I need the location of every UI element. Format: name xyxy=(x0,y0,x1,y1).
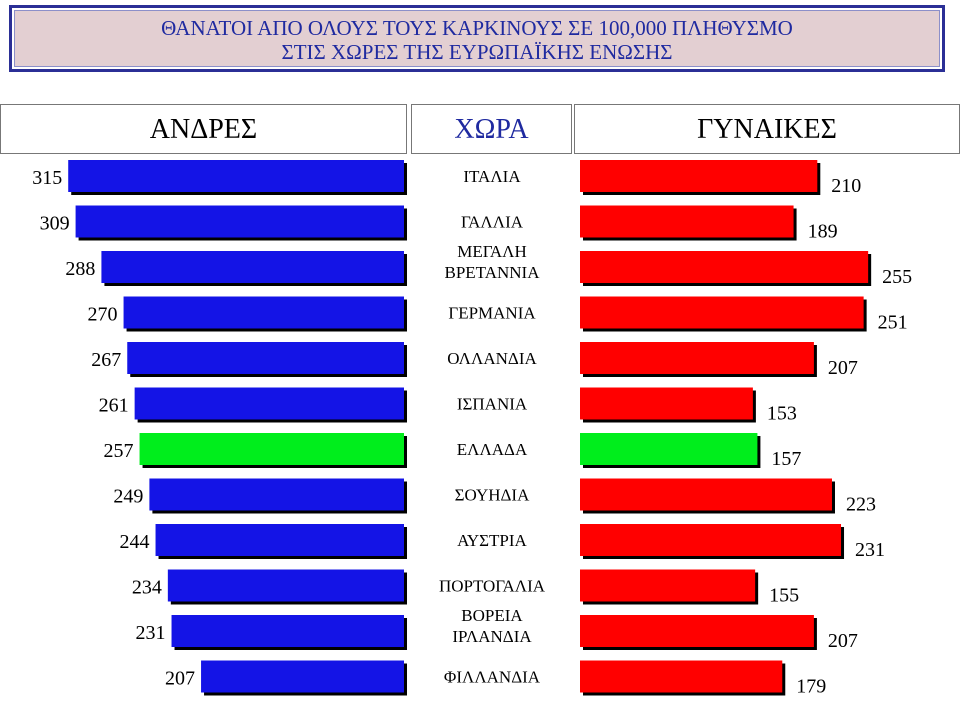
title-line-2: ΣΤΙΣ ΧΩΡΕΣ ΤΗΣ ΕΥΡΩΠΑΪΚΗΣ ΕΝΩΣΗΣ xyxy=(281,40,673,64)
women-value-label: 189 xyxy=(808,221,838,243)
women-bar xyxy=(580,524,842,556)
country-label: ΙΡΛΑΝΔΙΑ xyxy=(452,627,532,646)
men-value-label: 249 xyxy=(113,486,143,508)
country-label: ΓΑΛΛΙΑ xyxy=(461,213,524,232)
women-value-label: 153 xyxy=(767,403,797,425)
country-label: ΙΣΠΑΝΙΑ xyxy=(457,395,528,414)
country-label: ΒΡΕΤΑΝΝΙΑ xyxy=(445,263,541,282)
men-bar xyxy=(155,524,404,556)
country-label: ΠΟΡΤΟΓΑΛΙΑ xyxy=(439,577,546,596)
women-value-label: 251 xyxy=(878,312,908,334)
men-bar xyxy=(101,251,405,283)
men-bar xyxy=(167,569,404,602)
country-label: ΜΕΓΑΛΗ xyxy=(457,242,527,261)
men-value-label: 244 xyxy=(120,531,150,553)
country-label: ΙΤΑΛΙΑ xyxy=(463,167,521,186)
men-value-label: 288 xyxy=(65,258,95,280)
men-value-label: 257 xyxy=(104,440,134,462)
women-value-label: 255 xyxy=(882,266,912,288)
women-bar xyxy=(580,478,832,511)
country-label: ΓΕΡΜΑΝΙΑ xyxy=(448,304,536,323)
women-bar xyxy=(580,433,758,465)
men-value-label: 309 xyxy=(40,213,70,235)
women-value-label: 210 xyxy=(831,175,861,197)
men-value-label: 270 xyxy=(88,304,118,326)
women-bar xyxy=(580,615,814,647)
header-country: ΧΩΡΑ xyxy=(411,104,572,154)
women-bar xyxy=(580,160,818,192)
men-bar xyxy=(134,387,404,420)
women-bar xyxy=(580,342,814,374)
women-value-label: 207 xyxy=(828,630,858,652)
men-value-label: 261 xyxy=(99,395,129,417)
men-value-label: 315 xyxy=(32,167,62,189)
title-line-1: ΘΑΝΑΤΟΙ ΑΠΟ ΟΛΟΥΣ ΤΟΥΣ ΚΑΡΚΙΝΟΥΣ ΣΕ 100,… xyxy=(161,16,793,40)
men-bar xyxy=(201,660,404,693)
men-bar xyxy=(171,615,404,647)
men-bar xyxy=(149,478,404,511)
men-bar xyxy=(123,296,404,329)
women-bar xyxy=(580,660,783,693)
country-label: ΒΟΡΕΙΑ xyxy=(461,606,523,625)
men-bar xyxy=(68,160,405,192)
country-label: ΕΛΛΑΔΑ xyxy=(457,440,528,459)
country-label: ΣΟΥΗΔΙΑ xyxy=(455,486,530,505)
men-value-label: 207 xyxy=(165,668,195,690)
women-value-label: 155 xyxy=(769,585,799,607)
women-value-label: 223 xyxy=(846,494,876,516)
men-bar xyxy=(139,433,405,465)
men-bar xyxy=(75,205,404,238)
women-bar xyxy=(580,296,864,329)
women-value-label: 207 xyxy=(828,357,858,379)
men-value-label: 234 xyxy=(132,577,162,599)
women-bar xyxy=(580,205,794,238)
chart-title: ΘΑΝΑΤΟΙ ΑΠΟ ΟΛΟΥΣ ΤΟΥΣ ΚΑΡΚΙΝΟΥΣ ΣΕ 100,… xyxy=(9,5,945,72)
women-value-label: 179 xyxy=(796,676,826,698)
men-value-label: 231 xyxy=(136,622,166,644)
country-label: ΦΙΛΛΑΝΔΙΑ xyxy=(444,668,541,687)
women-value-label: 231 xyxy=(855,539,885,561)
women-bar xyxy=(580,251,869,283)
country-label: ΑΥΣΤΡΙΑ xyxy=(457,531,527,550)
women-value-label: 157 xyxy=(771,448,801,470)
header-women: ΓΥΝΑΙΚΕΣ xyxy=(574,104,960,154)
country-label: ΟΛΛΑΝΔΙΑ xyxy=(447,349,537,368)
header-men: ΑΝΔΡΕΣ xyxy=(0,104,407,154)
men-value-label: 267 xyxy=(91,349,121,371)
women-bar xyxy=(580,387,753,420)
men-bar xyxy=(127,342,404,374)
women-bar xyxy=(580,569,756,602)
